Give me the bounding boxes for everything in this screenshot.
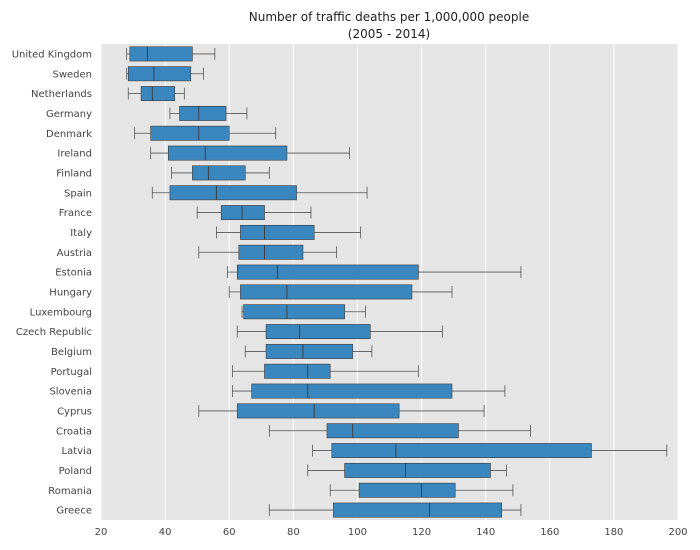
iqr-box <box>127 66 192 82</box>
iqr-box <box>169 185 297 201</box>
chart-title: Number of traffic deaths per 1,000,000 p… <box>249 10 529 24</box>
iqr-box <box>358 482 456 498</box>
box-latvia <box>312 443 668 459</box>
x-tick-label: 120 <box>412 527 431 538</box>
y-tick-label: Luxembourg <box>30 307 92 318</box>
iqr-box <box>192 165 246 181</box>
box-united-kingdom <box>126 46 216 62</box>
x-tick-label: 20 <box>95 527 108 538</box>
x-tick-label: 200 <box>668 527 687 538</box>
box-greece <box>268 502 522 518</box>
box-luxembourg <box>241 304 366 320</box>
iqr-box <box>264 363 331 379</box>
x-tick-label: 100 <box>348 527 367 538</box>
y-tick-label: Spain <box>64 188 92 199</box>
y-tick-label: Finland <box>56 168 92 179</box>
x-tick-label: 40 <box>159 527 172 538</box>
chart-subtitle: (2005 - 2014) <box>348 27 430 41</box>
iqr-box <box>179 105 227 121</box>
y-tick-label: Portugal <box>51 367 92 378</box>
y-tick-label: Croatia <box>56 426 92 437</box>
x-tick-label: 160 <box>540 527 559 538</box>
box-france <box>196 205 312 221</box>
box-netherlands <box>127 86 185 102</box>
box-belgium <box>244 343 373 359</box>
box-portugal <box>232 363 419 379</box>
iqr-box <box>240 284 413 300</box>
y-tick-label: Cyprus <box>57 406 92 417</box>
box-slovenia <box>232 383 506 399</box>
y-tick-labels: United Kingdom Sweden Netherlands Germany De… <box>12 49 92 516</box>
iqr-box <box>238 244 304 260</box>
y-tick-label: Latvia <box>62 446 92 457</box>
x-tick-labels: 20 40 60 80 100 120 140 160 180 200 <box>95 527 688 538</box>
box-hungary <box>228 284 453 300</box>
x-tick-label: 180 <box>604 527 623 538</box>
box-ireland <box>150 145 350 161</box>
box-denmark <box>134 125 277 141</box>
box-finland <box>171 165 270 181</box>
iqr-box <box>251 383 453 399</box>
plot-area <box>101 44 678 520</box>
box-cyprus <box>198 403 485 419</box>
box-estonia <box>227 264 522 280</box>
y-tick-label: Netherlands <box>31 89 92 100</box>
y-tick-label: Belgium <box>51 347 92 358</box>
y-tick-label: Poland <box>59 466 92 477</box>
y-tick-label: Greece <box>56 506 92 517</box>
iqr-box <box>129 46 193 62</box>
iqr-box <box>326 423 459 439</box>
box-germany <box>169 105 248 121</box>
box-croatia <box>268 423 531 439</box>
box-spain <box>151 185 368 201</box>
y-tick-label: Hungary <box>49 287 92 298</box>
y-tick-label: Czech Republic <box>16 327 92 338</box>
y-tick-label: Sweden <box>52 69 92 80</box>
y-tick-label: Estonia <box>55 268 92 279</box>
x-tick-label: 140 <box>476 527 495 538</box>
iqr-box <box>265 324 371 340</box>
box-czech-republic <box>236 324 443 340</box>
box-poland <box>307 462 507 478</box>
boxes-group <box>126 46 668 518</box>
box-romania <box>329 482 514 498</box>
iqr-box <box>220 205 265 221</box>
iqr-box <box>265 343 353 359</box>
y-tick-label: United Kingdom <box>12 49 92 60</box>
iqr-box <box>140 86 176 102</box>
y-tick-label: Denmark <box>46 129 92 140</box>
grid-lines <box>100 44 679 520</box>
box-sweden <box>126 66 204 82</box>
y-tick-label: France <box>59 208 92 219</box>
iqr-box <box>344 462 491 478</box>
x-tick-label: 60 <box>223 527 236 538</box>
iqr-box <box>236 403 400 419</box>
box-italy <box>215 224 362 240</box>
box-austria <box>198 244 338 260</box>
y-tick-label: Romania <box>48 486 92 497</box>
iqr-box <box>236 264 419 280</box>
y-tick-label: Italy <box>70 228 92 239</box>
y-tick-label: Austria <box>57 248 92 259</box>
y-tick-label: Germany <box>46 109 92 120</box>
iqr-box <box>333 502 502 518</box>
y-tick-label: Slovenia <box>49 387 92 398</box>
iqr-box <box>243 304 345 320</box>
iqr-box <box>168 145 288 161</box>
y-tick-label: Ireland <box>57 149 92 160</box>
iqr-box <box>331 443 592 459</box>
iqr-box <box>150 125 230 141</box>
x-tick-label: 80 <box>287 527 300 538</box>
iqr-box <box>240 224 315 240</box>
